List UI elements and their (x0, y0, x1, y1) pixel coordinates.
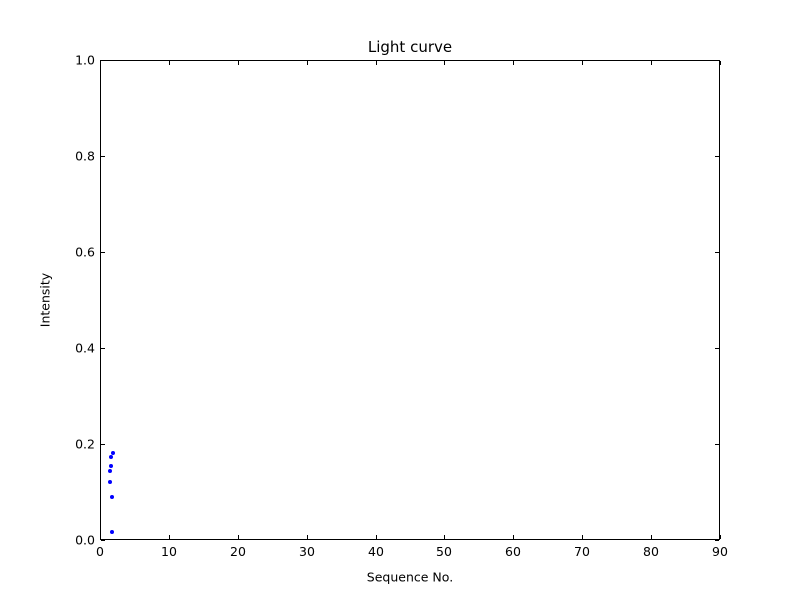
data-point (109, 464, 114, 469)
x-tick-label: 0 (96, 544, 104, 559)
x-tick-mark-top (169, 61, 170, 65)
y-tick-label: 1.0 (75, 52, 95, 68)
x-tick-label: 50 (436, 544, 452, 559)
x-tick-label: 70 (574, 544, 590, 559)
y-tick-mark-left (101, 252, 105, 253)
data-point (110, 530, 115, 535)
x-tick-mark-top (238, 61, 239, 65)
y-tick-mark-right (715, 540, 719, 541)
x-tick-mark-top (651, 61, 652, 65)
x-tick-mark-bottom (582, 535, 583, 539)
x-tick-label: 20 (230, 544, 246, 559)
x-tick-mark-bottom (307, 535, 308, 539)
x-tick-mark-top (307, 61, 308, 65)
y-tick-mark-right (715, 252, 719, 253)
y-tick-mark-right (715, 60, 719, 61)
y-tick-mark-right (715, 348, 719, 349)
y-tick-label: 0.2 (75, 436, 95, 452)
data-point (110, 494, 115, 499)
x-tick-mark-bottom (376, 535, 377, 539)
y-tick-mark-left (101, 348, 105, 349)
y-tick-mark-left (101, 156, 105, 157)
x-tick-mark-bottom (169, 535, 170, 539)
x-tick-mark-top (582, 61, 583, 65)
x-tick-mark-bottom (720, 535, 721, 539)
x-tick-label: 30 (299, 544, 315, 559)
x-axis-label: Sequence No. (366, 569, 454, 585)
x-tick-label: 10 (161, 544, 177, 559)
y-tick-label: 0.4 (75, 340, 95, 356)
chart-title: Light curve (367, 38, 453, 56)
y-tick-label: 0.6 (75, 244, 95, 260)
y-tick-label: 0.0 (75, 532, 95, 548)
x-tick-mark-top (444, 61, 445, 65)
x-tick-label: 60 (505, 544, 521, 559)
x-tick-mark-bottom (100, 535, 101, 539)
x-tick-mark-top (100, 61, 101, 65)
x-tick-mark-top (720, 61, 721, 65)
x-tick-mark-top (376, 61, 377, 65)
data-point (109, 454, 114, 459)
x-tick-mark-bottom (651, 535, 652, 539)
data-point (108, 468, 113, 473)
data-point (111, 451, 116, 456)
x-tick-label: 40 (368, 544, 384, 559)
plot-area (100, 60, 720, 540)
x-tick-label: 80 (643, 544, 659, 559)
y-tick-mark-right (715, 156, 719, 157)
y-tick-mark-left (101, 540, 105, 541)
y-tick-label: 0.8 (75, 148, 95, 164)
y-tick-mark-left (101, 60, 105, 61)
x-tick-mark-bottom (513, 535, 514, 539)
x-tick-label: 90 (712, 544, 728, 559)
x-tick-mark-top (513, 61, 514, 65)
y-axis-label: Intensity (37, 272, 53, 328)
y-tick-mark-left (101, 444, 105, 445)
y-tick-mark-right (715, 444, 719, 445)
x-tick-mark-bottom (444, 535, 445, 539)
data-point (108, 479, 113, 484)
x-tick-mark-bottom (238, 535, 239, 539)
